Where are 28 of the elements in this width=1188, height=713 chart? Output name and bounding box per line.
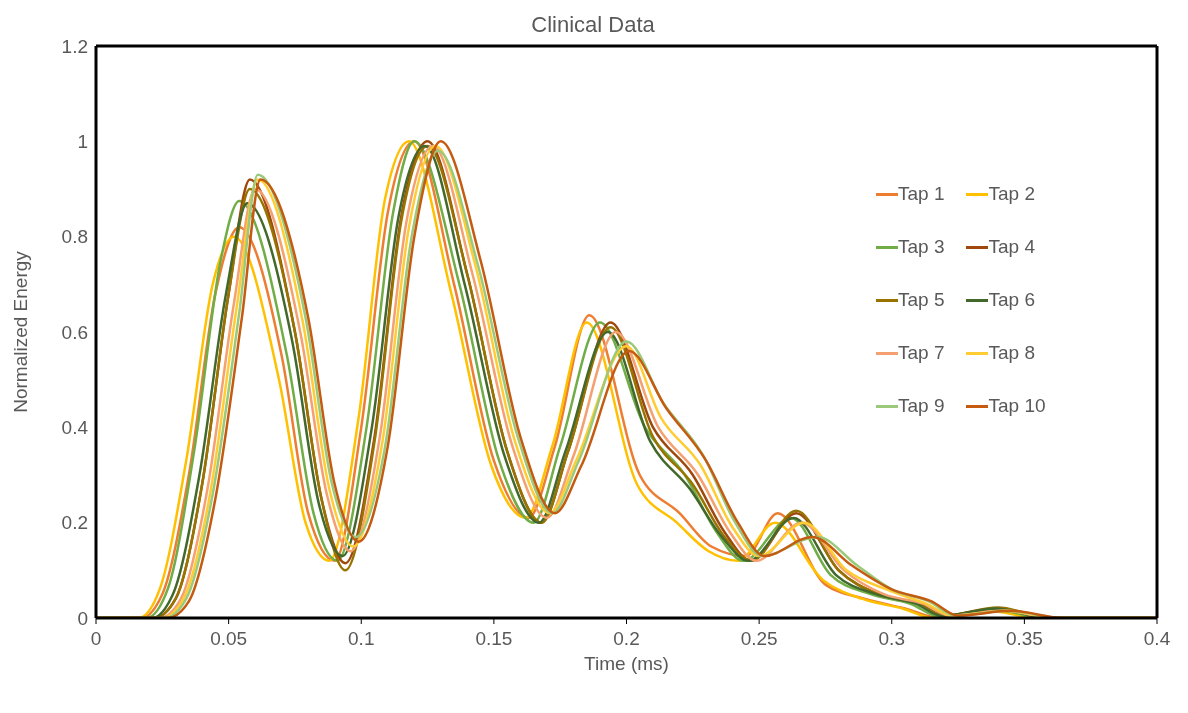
- chart-title: Clinical Data: [531, 12, 655, 37]
- x-tick-label: 0.25: [740, 628, 778, 650]
- y-axis-title: Normalized Energy: [9, 250, 31, 413]
- legend-label: Tap 1: [898, 183, 945, 205]
- y-tick-label: 0: [77, 607, 88, 629]
- legend-label: Tap 7: [898, 342, 945, 364]
- legend-label: Tap 9: [898, 395, 945, 417]
- x-tick-label: 0.05: [210, 628, 248, 650]
- x-tick-label: 0.2: [613, 628, 640, 650]
- legend-label: Tap 5: [898, 289, 945, 311]
- x-tick-label: 0.1: [348, 628, 375, 650]
- y-tick-label: 0.6: [61, 321, 88, 343]
- x-tick-label: 0.3: [878, 628, 905, 650]
- x-tick-label: 0.4: [1143, 628, 1171, 650]
- x-tick-label: 0.35: [1005, 628, 1043, 650]
- y-tick-label: 1.2: [61, 35, 88, 57]
- y-tick-label: 1: [77, 131, 88, 153]
- y-tick-label: 0.4: [61, 417, 89, 439]
- legend-label: Tap 3: [898, 236, 945, 258]
- x-axis-title: Time (ms): [584, 653, 669, 674]
- legend-label: Tap 4: [988, 236, 1035, 258]
- legend-label: Tap 10: [988, 395, 1046, 417]
- legend-label: Tap 8: [988, 342, 1035, 364]
- y-tick-label: 0.2: [61, 512, 88, 534]
- y-tick-label: 0.8: [61, 226, 88, 248]
- x-tick-label: 0.15: [475, 628, 513, 650]
- legend-label: Tap 6: [988, 289, 1035, 311]
- legend-label: Tap 2: [988, 183, 1035, 205]
